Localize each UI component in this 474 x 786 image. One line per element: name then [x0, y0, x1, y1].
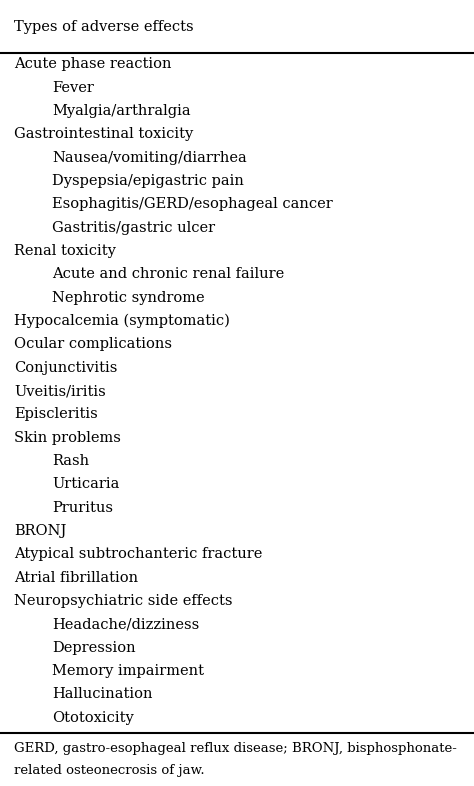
- Text: Rash: Rash: [52, 454, 89, 468]
- Text: Renal toxicity: Renal toxicity: [14, 244, 116, 258]
- Text: Skin problems: Skin problems: [14, 431, 121, 445]
- Text: Gastritis/gastric ulcer: Gastritis/gastric ulcer: [52, 221, 215, 235]
- Text: Neuropsychiatric side effects: Neuropsychiatric side effects: [14, 594, 233, 608]
- Text: related osteonecrosis of jaw.: related osteonecrosis of jaw.: [14, 764, 205, 777]
- Text: Esophagitis/GERD/esophageal cancer: Esophagitis/GERD/esophageal cancer: [52, 197, 333, 211]
- Text: Ocular complications: Ocular complications: [14, 337, 172, 351]
- Text: Nausea/vomiting/diarrhea: Nausea/vomiting/diarrhea: [52, 151, 247, 165]
- Text: Atrial fibrillation: Atrial fibrillation: [14, 571, 138, 585]
- Text: Depression: Depression: [52, 641, 136, 655]
- Text: Fever: Fever: [52, 81, 94, 94]
- Text: Pruritus: Pruritus: [52, 501, 113, 515]
- Text: Acute phase reaction: Acute phase reaction: [14, 57, 172, 72]
- Text: Dyspepsia/epigastric pain: Dyspepsia/epigastric pain: [52, 174, 244, 188]
- Text: Acute and chronic renal failure: Acute and chronic renal failure: [52, 267, 284, 281]
- Text: Nephrotic syndrome: Nephrotic syndrome: [52, 291, 205, 305]
- Text: Conjunctivitis: Conjunctivitis: [14, 361, 118, 375]
- Text: Gastrointestinal toxicity: Gastrointestinal toxicity: [14, 127, 193, 141]
- Text: Urticaria: Urticaria: [52, 477, 119, 491]
- Text: Myalgia/arthralgia: Myalgia/arthralgia: [52, 104, 191, 118]
- Text: Episcleritis: Episcleritis: [14, 407, 98, 421]
- Text: Hallucination: Hallucination: [52, 688, 153, 701]
- Text: Ototoxicity: Ototoxicity: [52, 711, 134, 725]
- Text: GERD, gastro-esophageal reflux disease; BRONJ, bisphosphonate-: GERD, gastro-esophageal reflux disease; …: [14, 742, 457, 755]
- Text: Types of adverse effects: Types of adverse effects: [14, 20, 194, 34]
- Text: Atypical subtrochanteric fracture: Atypical subtrochanteric fracture: [14, 547, 263, 561]
- Text: Memory impairment: Memory impairment: [52, 664, 204, 678]
- Text: Hypocalcemia (symptomatic): Hypocalcemia (symptomatic): [14, 314, 230, 329]
- Text: Uveitis/iritis: Uveitis/iritis: [14, 384, 106, 398]
- Text: Headache/dizziness: Headache/dizziness: [52, 617, 200, 631]
- Text: BRONJ: BRONJ: [14, 524, 66, 538]
